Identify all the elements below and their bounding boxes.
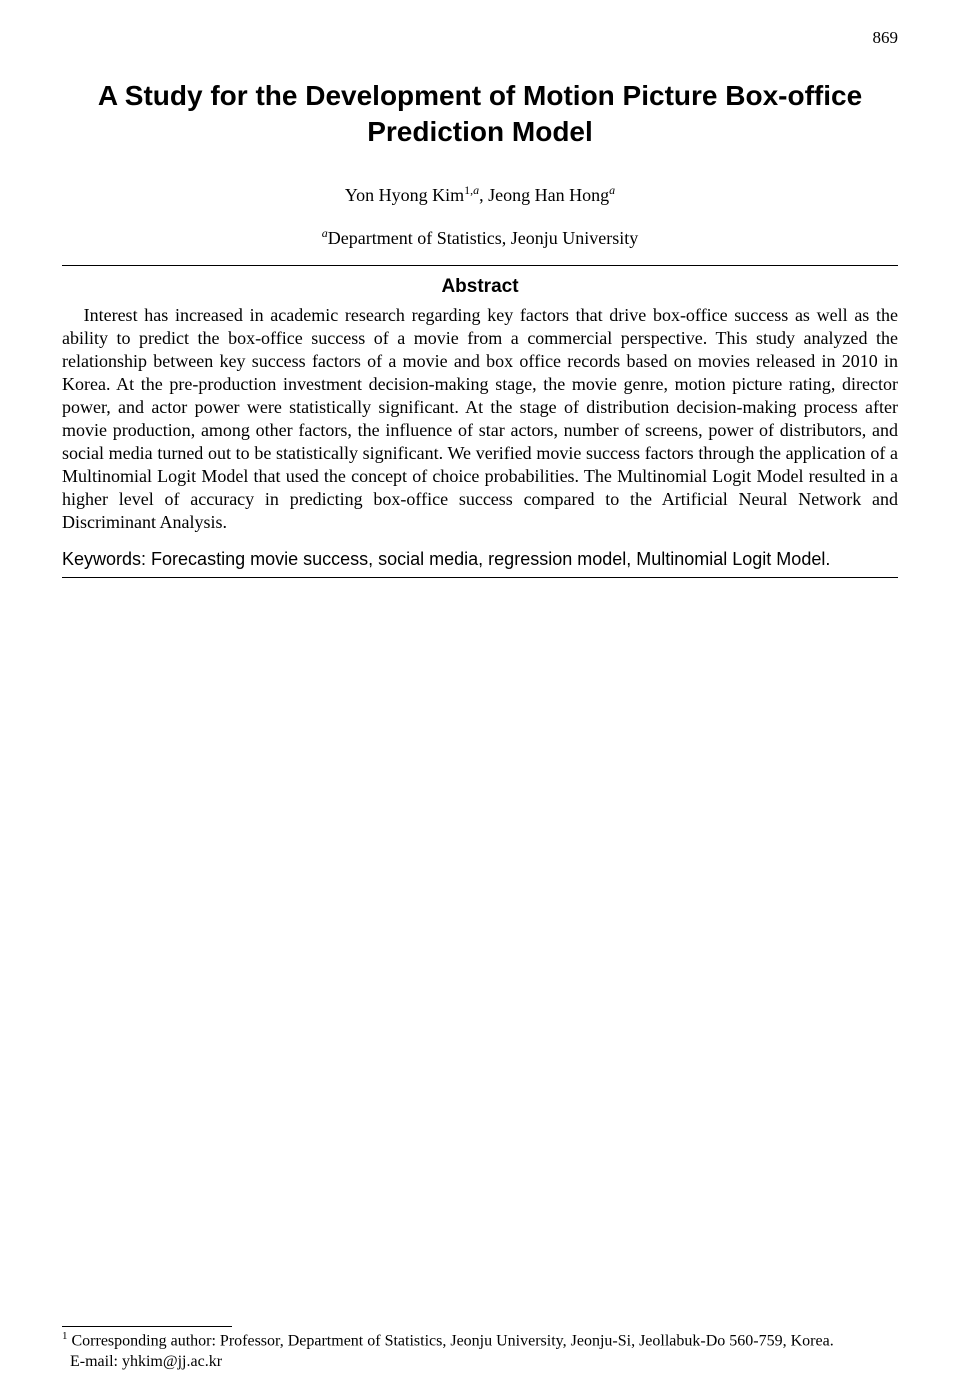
footer-area: 1 Corresponding author: Professor, Depar… [62,1326,898,1373]
bottom-rule [62,577,898,578]
author-1-name: Yon Hyong Kim [345,185,464,205]
footnote-rule [62,1326,232,1327]
keywords-label: Keywords: [62,549,146,569]
keywords-line: Keywords: Forecasting movie success, soc… [62,548,898,571]
keywords-text: Forecasting movie success, social media,… [146,549,830,569]
author-2-name: Jeong Han Hong [488,185,609,205]
paper-title: A Study for the Development of Motion Pi… [62,78,898,151]
affiliation-text: Department of Statistics, Jeonju Univers… [328,228,638,248]
affiliation-line: aDepartment of Statistics, Jeonju Univer… [62,226,898,249]
author-2-sup-letter: a [609,183,615,197]
abstract-body: Interest has increased in academic resea… [62,304,898,534]
footnote: 1 Corresponding author: Professor, Depar… [62,1329,898,1373]
page-number: 869 [62,28,898,48]
footnote-line-2: E-mail: yhkim@jj.ac.kr [70,1353,222,1370]
authors-line: Yon Hyong Kim1,a, Jeong Han Honga [62,183,898,206]
author-separator: , [479,185,488,205]
abstract-heading: Abstract [62,276,898,298]
top-rule [62,265,898,266]
footnote-line-1: Corresponding author: Professor, Departm… [68,1332,834,1349]
author-1-sup-num: 1, [464,183,473,197]
